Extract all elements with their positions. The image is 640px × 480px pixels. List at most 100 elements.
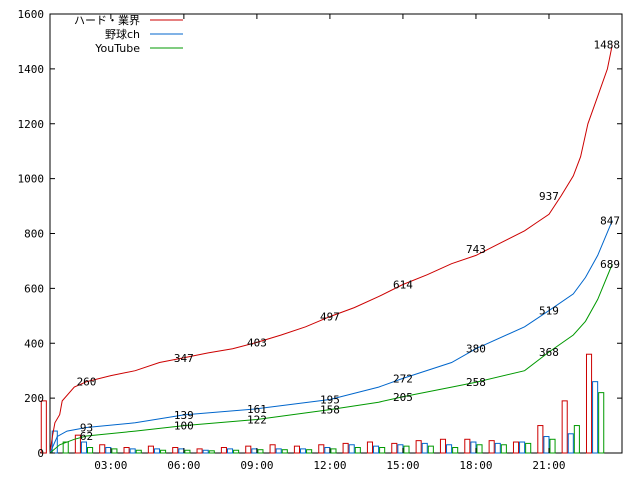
series-line-2	[49, 263, 613, 454]
y-tick-label: 800	[24, 228, 44, 241]
data-label: 100	[174, 420, 194, 433]
data-label: 519	[539, 305, 559, 318]
bar	[488, 440, 495, 454]
legend-label: YouTube	[94, 42, 140, 55]
data-label: 347	[174, 352, 194, 365]
bar	[543, 436, 550, 454]
bar	[40, 400, 47, 454]
lines-layer	[49, 44, 613, 454]
bar	[123, 447, 130, 454]
bar	[415, 440, 422, 454]
bar	[519, 441, 526, 454]
bar	[306, 449, 313, 454]
bar	[178, 448, 185, 454]
y-tick-label: 0	[37, 447, 44, 460]
data-label: 161	[247, 403, 267, 416]
y-tick-label: 1000	[18, 173, 45, 186]
plot-frame	[49, 13, 623, 454]
bar-series-0	[40, 353, 593, 454]
bar	[245, 445, 252, 454]
bar	[598, 392, 605, 454]
plot-area	[49, 13, 623, 454]
bars-layer	[40, 353, 605, 454]
bar	[324, 447, 331, 454]
bar	[476, 444, 483, 454]
bar	[573, 425, 580, 454]
data-label: 1488	[594, 39, 621, 52]
bar	[135, 449, 142, 454]
x-axis: 03:00 06:00 09:00 12:00 15:00 18:00 21:00	[94, 14, 566, 472]
bar	[452, 447, 459, 454]
y-tick-label: 1200	[18, 118, 45, 131]
bar	[269, 444, 276, 454]
y-tick-label: 1600	[18, 8, 45, 21]
bar	[208, 450, 215, 454]
data-label: 195	[320, 393, 340, 406]
bar	[220, 447, 227, 454]
data-labels: 260 347 403 497 614 743 937 1488 93 139 161 195 272 3…	[77, 39, 620, 443]
bar	[397, 444, 404, 454]
x-tick-label: 21:00	[532, 459, 565, 472]
data-label: 139	[174, 409, 194, 422]
bar	[512, 441, 520, 454]
series-line-0	[49, 44, 613, 454]
data-label: 122	[247, 414, 267, 427]
bar	[585, 353, 593, 454]
bar	[592, 381, 599, 454]
bar	[87, 447, 94, 454]
bar	[403, 445, 410, 454]
data-label: 93	[80, 421, 93, 434]
data-label: 205	[393, 391, 413, 404]
bar	[111, 448, 118, 454]
bar	[99, 444, 106, 454]
x-tick-label: 09:00	[240, 459, 273, 472]
bar	[202, 449, 209, 454]
x-tick-label: 03:00	[94, 459, 127, 472]
bar	[561, 400, 568, 454]
data-label: 847	[600, 215, 620, 228]
y-axis: 0 200 400 600 800 1000 1200 1400 1600	[18, 8, 622, 460]
x-tick-label: 18:00	[459, 459, 492, 472]
bar	[549, 438, 556, 454]
data-label: 743	[466, 243, 486, 256]
bar	[318, 444, 325, 454]
bar	[439, 438, 447, 454]
bar	[446, 444, 453, 454]
x-tick-label: 12:00	[313, 459, 346, 472]
data-label: 368	[539, 346, 559, 359]
legend-label: 野球ch	[105, 27, 140, 41]
data-label: 272	[393, 372, 413, 385]
bar	[293, 445, 300, 454]
bar	[342, 442, 349, 454]
bar	[251, 448, 258, 454]
bar	[464, 438, 471, 454]
bar	[275, 448, 282, 454]
data-label: 258	[466, 376, 486, 389]
bar	[373, 445, 380, 454]
data-label: 380	[466, 343, 486, 356]
bar	[233, 449, 240, 454]
bar	[153, 448, 161, 454]
y-tick-label: 1400	[18, 63, 45, 76]
data-label: 937	[539, 190, 559, 203]
bar	[348, 444, 355, 454]
data-label: 403	[247, 336, 267, 349]
x-tick-label: 15:00	[386, 459, 419, 472]
x-tick-label: 06:00	[167, 459, 200, 472]
bar	[330, 448, 337, 454]
bar	[525, 442, 532, 454]
bar	[500, 444, 507, 454]
data-label: 614	[393, 279, 413, 292]
bar	[366, 441, 374, 454]
bar	[129, 448, 136, 454]
data-label: 497	[320, 311, 340, 324]
data-label: 158	[320, 404, 340, 417]
bar	[427, 445, 434, 454]
bar	[257, 449, 264, 454]
bar	[226, 448, 234, 454]
bar	[299, 448, 307, 454]
bar	[494, 442, 501, 454]
data-label: 689	[600, 258, 620, 271]
